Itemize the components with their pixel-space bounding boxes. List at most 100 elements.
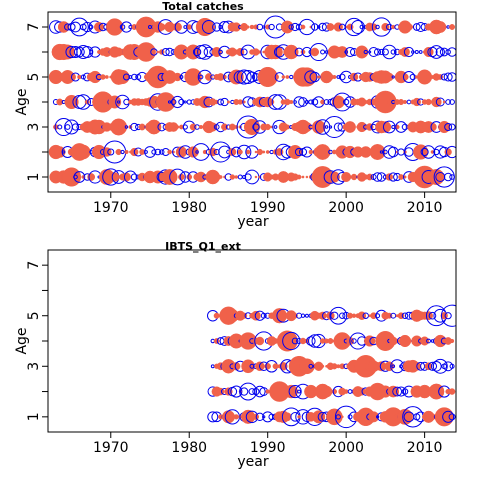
bubble-negative <box>268 23 275 31</box>
x-tick-label: 1980 <box>171 200 207 216</box>
bubble-positive <box>124 149 129 155</box>
bubble-negative <box>395 121 407 133</box>
bubble-negative <box>324 125 329 129</box>
bubble-negative <box>57 124 63 130</box>
bubble-negative <box>378 48 385 56</box>
bubble-positive <box>356 121 367 133</box>
bubble-negative <box>339 312 346 319</box>
bubble-positive <box>351 313 357 318</box>
bubble-positive <box>289 99 294 105</box>
y-tick-label: 1 <box>26 412 42 421</box>
bubble-negative <box>420 147 429 157</box>
bubble-positive <box>332 74 337 80</box>
bubble-negative <box>396 386 407 397</box>
bubble-negative <box>236 69 252 85</box>
bubble-positive <box>104 75 109 79</box>
bubble-negative <box>402 71 415 83</box>
x-tick-label: 2000 <box>328 440 364 456</box>
bubble-negative <box>159 149 165 155</box>
bubble-positive <box>202 149 208 155</box>
bubble-negative <box>443 72 453 82</box>
bubble-negative <box>246 71 258 83</box>
bubble-negative <box>443 361 454 372</box>
bubble-positive <box>221 410 235 424</box>
bubble-positive <box>301 122 312 132</box>
bubble-negative <box>344 17 364 37</box>
x-axis: 1970 1980 1990 2000 2010 <box>93 431 442 456</box>
bubble-negative <box>403 46 415 58</box>
bubble-positive <box>374 90 397 114</box>
bubble-positive <box>297 415 301 419</box>
bubble-positive <box>284 124 290 130</box>
bubble-positive <box>423 46 434 58</box>
bubble-negative <box>288 384 302 399</box>
bubble-positive <box>276 330 298 352</box>
bubble-negative <box>333 122 343 132</box>
bubble-negative <box>69 46 82 58</box>
plot-frame <box>47 11 457 193</box>
bubble-negative <box>154 148 162 156</box>
y-axis-label: Age <box>14 88 30 115</box>
bubble-positive <box>195 171 207 183</box>
bubble-positive <box>401 73 409 81</box>
bubble-positive <box>442 100 446 104</box>
bubble-negative <box>382 145 397 159</box>
bubble-negative <box>260 312 267 319</box>
bubble-negative <box>70 17 89 37</box>
bubble-negative <box>171 95 184 109</box>
bubble-positive <box>243 118 261 136</box>
bubble-negative <box>151 149 157 155</box>
bubble-negative <box>447 47 456 57</box>
bubble-positive <box>84 149 90 155</box>
bubble-negative <box>390 49 396 55</box>
bubble-positive <box>311 120 326 134</box>
bubble-negative <box>120 149 125 155</box>
bubble-positive <box>397 408 413 425</box>
bubble-negative <box>443 172 453 182</box>
bubble-negative <box>435 47 446 57</box>
bubble-negative <box>242 174 247 180</box>
bubble-positive <box>305 175 309 179</box>
bubble-negative <box>447 72 456 82</box>
bubble-negative <box>269 149 274 155</box>
bubble-negative <box>411 50 415 54</box>
bubble-negative <box>449 99 455 105</box>
bubble-positive <box>218 175 223 179</box>
bubble-negative <box>432 358 448 374</box>
bubble-positive <box>256 148 263 156</box>
x-tick-label: 2010 <box>407 200 443 216</box>
bubble-negative <box>318 22 327 32</box>
bubble-negative <box>324 50 329 54</box>
x-axis-label: year <box>237 214 268 230</box>
bubble-negative <box>230 385 243 398</box>
x-axis-label: year <box>237 454 268 470</box>
bubble-positive <box>155 92 176 112</box>
bubble-positive <box>398 174 404 180</box>
bubble-positive <box>299 358 315 375</box>
bubble-negative <box>179 75 184 79</box>
y-tick-label: 5 <box>26 311 42 320</box>
bubble-negative <box>359 24 365 30</box>
bubble-negative <box>388 172 398 182</box>
y-tick-label: 7 <box>26 261 42 270</box>
y-tick-label: 3 <box>26 362 42 371</box>
bubble-negative <box>338 73 346 81</box>
bubble-negative <box>71 123 80 131</box>
bubble-positive <box>326 23 335 31</box>
panel-2: IBTS_Q1_ext 1970 1980 1990 2000 2010 year 1 3 5 7 A… <box>14 240 457 470</box>
bubble-positive <box>320 99 326 105</box>
bubble-negative <box>320 49 326 55</box>
bubble-negative <box>273 125 278 129</box>
bubble-positive <box>251 310 261 321</box>
bubble-negative <box>236 144 252 160</box>
bubble-negative <box>391 75 395 79</box>
bubble-positive <box>268 44 283 60</box>
bubble-positive <box>385 72 394 82</box>
bubble-positive <box>312 410 326 424</box>
bubble-positive <box>265 150 270 154</box>
bubble-positive <box>324 175 329 179</box>
bubble-positive <box>237 149 243 155</box>
bubble-positive <box>121 172 131 182</box>
bubble-positive <box>61 167 82 187</box>
bubble-positive <box>343 389 349 394</box>
